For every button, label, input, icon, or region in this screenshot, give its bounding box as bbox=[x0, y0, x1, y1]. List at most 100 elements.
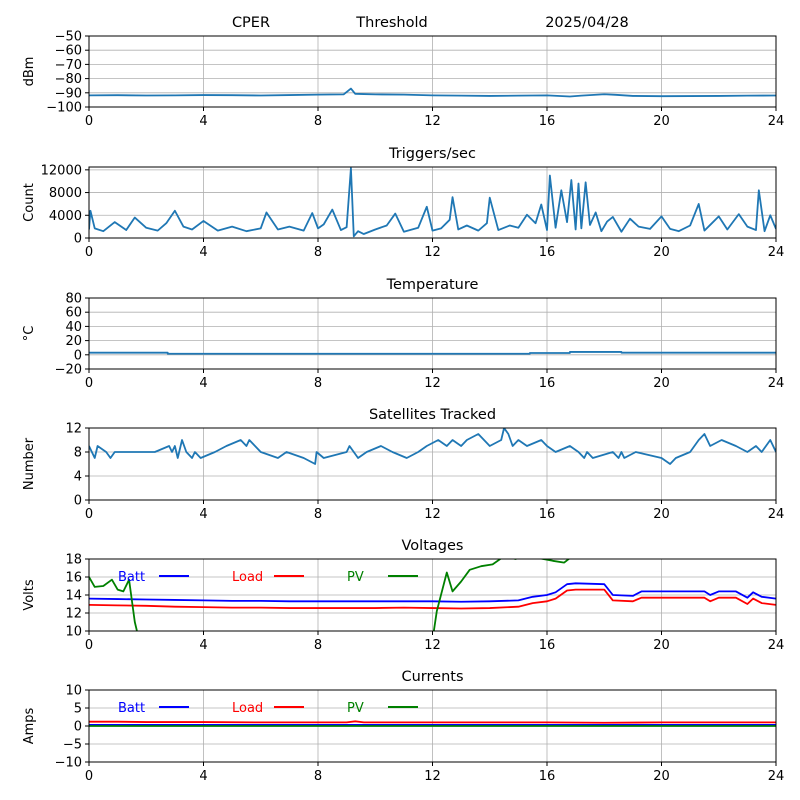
voltages-legend-label-pv: PV bbox=[347, 570, 364, 585]
voltages-panel: 0 4 8 12 16 20 24 18 16 14 12 10 Voltages Volts Batt Lo… bbox=[22, 538, 784, 653]
signal-panel: 0 4 8 12 16 20 24 −50−60−70−80−90−100 dBm bbox=[22, 30, 784, 130]
currents-legend-label-load: Load bbox=[232, 701, 263, 716]
triggers-xtick-label: 4 bbox=[199, 245, 207, 260]
header-mode: Threshold bbox=[355, 15, 427, 31]
voltages-ytick-label: 12 bbox=[65, 607, 82, 622]
signal-xtick-label: 20 bbox=[653, 114, 670, 129]
satellites-series-line bbox=[89, 428, 776, 465]
currents-legend-label-batt: Batt bbox=[118, 701, 145, 716]
triggers-xtick-label: 0 bbox=[85, 245, 93, 260]
voltages-legend-label-batt: Batt bbox=[118, 570, 145, 585]
voltages-xtick-label: 24 bbox=[768, 638, 785, 653]
satellites-xtick-label: 12 bbox=[424, 507, 441, 522]
signal-series-line bbox=[89, 87, 776, 98]
temperature-ytick-label: 20 bbox=[65, 334, 82, 349]
voltages-series-batt bbox=[89, 582, 776, 603]
satellites-xtick-label: 20 bbox=[653, 507, 670, 522]
satellites-xtick-label: 24 bbox=[768, 507, 785, 522]
currents-xtick-label: 0 bbox=[85, 769, 93, 784]
triggers-series-line bbox=[89, 167, 776, 238]
voltages-ylabel: Volts bbox=[22, 579, 37, 611]
signal-ylabel: dBm bbox=[22, 57, 37, 87]
temperature-series-line bbox=[89, 351, 776, 355]
triggers-ytick-label: 4000 bbox=[49, 209, 82, 224]
currents-ylabel: Amps bbox=[22, 707, 37, 744]
satellites-xtick-label: 8 bbox=[314, 507, 322, 522]
triggers-ylabel: Count bbox=[22, 183, 37, 222]
voltages-xtick-label: 0 bbox=[85, 638, 93, 653]
currents-legend-label-pv: PV bbox=[347, 701, 364, 716]
satellites-xtick-label: 0 bbox=[85, 507, 93, 522]
currents-ytick-label: 0 bbox=[74, 720, 82, 735]
triggers-ytick-label: 12000 bbox=[41, 163, 82, 178]
satellites-ytick-label: 0 bbox=[74, 494, 82, 509]
temperature-title: Temperature bbox=[386, 277, 479, 293]
triggers-ytick-label: 8000 bbox=[49, 186, 82, 201]
temperature-xtick-label: 20 bbox=[653, 376, 670, 391]
signal-xtick-label: 4 bbox=[199, 114, 207, 129]
satellites-ytick-label: 4 bbox=[74, 470, 82, 485]
voltages-xtick-label: 20 bbox=[653, 638, 670, 653]
currents-title: Currents bbox=[401, 669, 463, 685]
triggers-xtick-label: 16 bbox=[539, 245, 556, 260]
temperature-ytick-label: 40 bbox=[65, 320, 82, 335]
temperature-xtick-label: 8 bbox=[314, 376, 322, 391]
currents-series-load bbox=[89, 720, 776, 724]
currents-ytick-label: −5 bbox=[63, 738, 82, 753]
signal-xtick-label: 24 bbox=[768, 114, 785, 129]
voltages-series-pv bbox=[89, 559, 571, 631]
triggers-title: Triggers/sec bbox=[388, 146, 476, 162]
triggers-series-group bbox=[89, 167, 776, 238]
currents-xtick-label: 8 bbox=[314, 769, 322, 784]
temperature-ytick-label: 0 bbox=[74, 348, 82, 363]
currents-ytick-label: −10 bbox=[55, 756, 82, 771]
currents-ytick-label: 5 bbox=[74, 702, 82, 717]
triggers-ytick-label: 0 bbox=[74, 232, 82, 247]
satellites-series-group bbox=[89, 428, 776, 465]
signal-xtick-label: 8 bbox=[314, 114, 322, 129]
satellites-ytick-label: 12 bbox=[65, 422, 82, 437]
currents-xtick-label: 4 bbox=[199, 769, 207, 784]
satellites-ylabel: Number bbox=[22, 437, 37, 490]
voltages-xtick-label: 4 bbox=[199, 638, 207, 653]
signal-ytick-label: −90 bbox=[55, 86, 82, 101]
satellites-ytick-label: 8 bbox=[74, 446, 82, 461]
voltages-series-load bbox=[89, 588, 776, 610]
temperature-ytick-label: 80 bbox=[65, 292, 82, 307]
temperature-xtick-label: 12 bbox=[424, 376, 441, 391]
signal-xtick-label: 16 bbox=[539, 114, 556, 129]
header-date: 2025/04/28 bbox=[545, 15, 629, 31]
voltages-ytick-label: 10 bbox=[65, 625, 82, 640]
triggers-xtick-label: 12 bbox=[424, 245, 441, 260]
satellites-xtick-label: 16 bbox=[539, 507, 556, 522]
satellites-xtick-label: 4 bbox=[199, 507, 207, 522]
voltages-series-group bbox=[89, 559, 776, 631]
triggers-panel: 0 4 8 12 16 20 24 12000 8000 4000 0 Triggers/sec Cou… bbox=[22, 146, 784, 260]
temperature-ytick-label: 60 bbox=[65, 306, 82, 321]
voltages-ytick-label: 18 bbox=[65, 553, 82, 568]
currents-xtick-label: 24 bbox=[768, 769, 785, 784]
voltages-xtick-label: 16 bbox=[539, 638, 556, 653]
signal-ytick-label: −50 bbox=[55, 30, 82, 45]
signal-ytick-label: −70 bbox=[55, 58, 82, 73]
signal-xtick-label: 12 bbox=[424, 114, 441, 129]
signal-ytick-label: −100 bbox=[46, 101, 82, 116]
triggers-xtick-label: 24 bbox=[768, 245, 785, 260]
temperature-xtick-label: 4 bbox=[199, 376, 207, 391]
currents-series-group bbox=[89, 720, 776, 727]
voltages-legend-label-load: Load bbox=[232, 570, 263, 585]
signal-ytick-label: −80 bbox=[55, 72, 82, 87]
voltages-xtick-label: 12 bbox=[424, 638, 441, 653]
temperature-series-group bbox=[89, 351, 776, 355]
temperature-ylabel: °C bbox=[22, 326, 37, 342]
signal-series-group bbox=[89, 87, 776, 98]
currents-ytick-label: 10 bbox=[65, 684, 82, 699]
signal-ytick-label: −60 bbox=[55, 44, 82, 59]
temperature-xtick-label: 0 bbox=[85, 376, 93, 391]
voltages-ytick-label: 14 bbox=[65, 589, 82, 604]
voltages-xtick-label: 8 bbox=[314, 638, 322, 653]
currents-xtick-label: 12 bbox=[424, 769, 441, 784]
currents-panel: 0 4 8 12 16 20 24 10 5 0 −5 −10 Currents Amps Batt Load… bbox=[22, 669, 784, 784]
satellites-panel: 0 4 8 12 16 20 24 12 8 4 0 Satellites Tracked Number bbox=[22, 407, 784, 522]
